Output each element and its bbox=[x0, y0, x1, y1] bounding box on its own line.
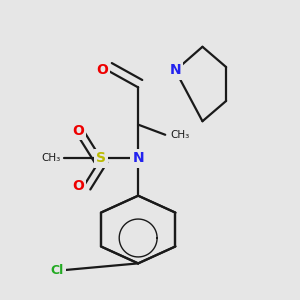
Text: N: N bbox=[132, 152, 144, 166]
Text: CH₃: CH₃ bbox=[41, 154, 60, 164]
Text: Cl: Cl bbox=[50, 264, 64, 277]
Text: O: O bbox=[96, 64, 108, 77]
Text: O: O bbox=[72, 124, 84, 138]
Text: CH₃: CH₃ bbox=[170, 130, 190, 140]
Text: S: S bbox=[96, 152, 106, 166]
Text: O: O bbox=[72, 178, 84, 193]
Text: N: N bbox=[169, 64, 181, 77]
